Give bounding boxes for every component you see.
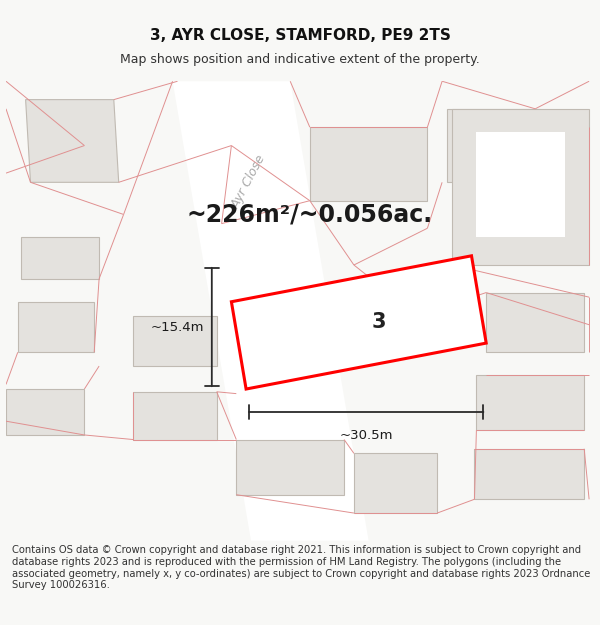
- Polygon shape: [447, 109, 540, 182]
- Text: 3: 3: [371, 312, 386, 332]
- Polygon shape: [475, 449, 584, 499]
- Polygon shape: [476, 132, 565, 238]
- Text: Contains OS data © Crown copyright and database right 2021. This information is : Contains OS data © Crown copyright and d…: [12, 546, 590, 590]
- Polygon shape: [452, 109, 589, 265]
- Polygon shape: [26, 99, 119, 182]
- Polygon shape: [173, 81, 368, 541]
- Polygon shape: [6, 389, 85, 435]
- Text: Ayr Close: Ayr Close: [229, 153, 269, 211]
- Text: 3, AYR CLOSE, STAMFORD, PE9 2TS: 3, AYR CLOSE, STAMFORD, PE9 2TS: [149, 28, 451, 43]
- Polygon shape: [133, 392, 217, 439]
- Text: Map shows position and indicative extent of the property.: Map shows position and indicative extent…: [120, 52, 480, 66]
- Polygon shape: [18, 302, 94, 352]
- Polygon shape: [354, 453, 437, 513]
- Text: ~15.4m: ~15.4m: [151, 321, 204, 334]
- Polygon shape: [486, 292, 584, 352]
- Polygon shape: [310, 127, 427, 201]
- Polygon shape: [476, 375, 584, 431]
- Text: ~30.5m: ~30.5m: [340, 429, 393, 441]
- Polygon shape: [232, 256, 486, 389]
- Polygon shape: [236, 439, 344, 495]
- Text: ~226m²/~0.056ac.: ~226m²/~0.056ac.: [187, 202, 433, 226]
- Polygon shape: [21, 238, 99, 279]
- Polygon shape: [133, 316, 217, 366]
